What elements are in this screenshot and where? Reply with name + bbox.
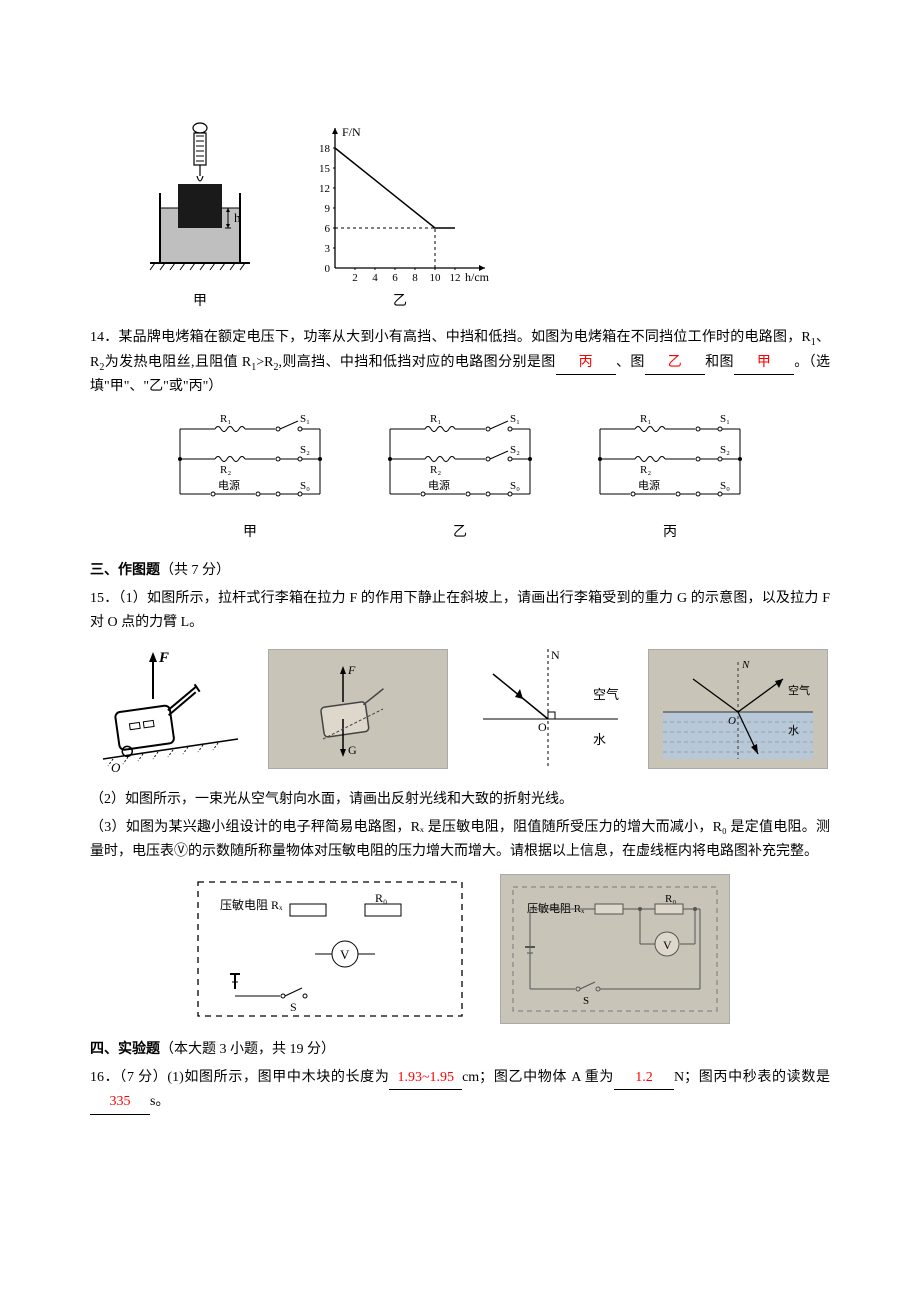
svg-text:S: S: [583, 995, 589, 1007]
svg-text:18: 18: [319, 143, 331, 155]
svg-text:12: 12: [450, 272, 461, 284]
svg-text:6: 6: [325, 223, 331, 235]
svg-text:电源: 电源: [428, 478, 450, 492]
q15-figures-row1: F O F G N O 空气 水: [90, 644, 830, 774]
beaker-diagram: h 甲: [140, 118, 260, 314]
section4-heading: 四、实验题（本大题 3 小题，共 19 分）: [90, 1038, 830, 1062]
svg-text:S₁: S₁: [300, 413, 310, 425]
svg-text:R₁: R₁: [430, 413, 441, 425]
chart-diagram: 0 3 6 9 12 15 18 2 4 6 8 10 12: [300, 118, 500, 314]
q14-t1: 14．某品牌电烤箱在额定电压下，功率从大到小有高挡、中挡和低挡。如图为电烤箱在不…: [90, 330, 811, 345]
svg-text:R₂: R₂: [640, 464, 651, 476]
svg-text:S₁: S₁: [510, 413, 520, 425]
svg-text:S₂: S₂: [510, 444, 520, 456]
q14-answer3: 甲: [734, 351, 794, 376]
svg-text:R₂: R₂: [430, 464, 441, 476]
svg-text:10: 10: [430, 272, 442, 284]
svg-text:空气: 空气: [593, 687, 619, 702]
section4-title: 四、实验题: [90, 1042, 160, 1057]
svg-text:O: O: [111, 760, 121, 774]
circuit-svg-b: R₁ S₁ R₂ S₂ 电源 S₀: [370, 409, 550, 519]
svg-text:R₁: R₁: [640, 413, 651, 425]
svg-text:压敏电阻 Rₓ: 压敏电阻 Rₓ: [220, 897, 283, 912]
q16-answer1: 1.93~1.95: [389, 1066, 462, 1091]
svg-text:V: V: [663, 938, 672, 952]
svg-text:0: 0: [325, 263, 331, 275]
q14-text: 14．某品牌电烤箱在额定电压下，功率从大到小有高挡、中挡和低挡。如图为电烤箱在不…: [90, 326, 830, 399]
svg-text:水: 水: [593, 732, 606, 747]
escale-answer-thumb: 压敏电阻 Rₓ R₀ S V: [500, 874, 730, 1024]
h-label: h: [234, 210, 241, 225]
svg-text:12: 12: [319, 183, 330, 195]
chart-label: 乙: [393, 290, 407, 314]
svg-text:R₁: R₁: [220, 413, 231, 425]
q15-p3: （3）如图为某兴趣小组设计的电子秤简易电路图，Rₓ 是压敏电阻，阻值随所受压力的…: [90, 816, 830, 864]
circuit-svg-a: R₁ S₁ R₂ S₂ 电源 S₀: [160, 409, 340, 519]
svg-text:8: 8: [412, 272, 418, 284]
beaker-label: 甲: [193, 290, 207, 314]
x-axis-label: h/cm: [465, 270, 490, 284]
svg-text:9: 9: [325, 203, 331, 215]
svg-text:水: 水: [788, 724, 799, 737]
svg-text:S₁: S₁: [720, 413, 730, 425]
svg-text:15: 15: [319, 163, 331, 175]
svg-text:O: O: [728, 715, 736, 727]
svg-text:2: 2: [352, 272, 358, 284]
q16-text: 16．（7 分）(1)如图所示，图甲中木块的长度为1.93~1.95cm；图乙中…: [90, 1066, 830, 1116]
svg-text:S₀: S₀: [300, 480, 310, 492]
svg-text:S₀: S₀: [510, 480, 520, 492]
q14-answer1: 丙: [556, 351, 616, 376]
q16-answer3: 335: [90, 1090, 150, 1115]
q14-circuits: R₁ S₁ R₂ S₂ 电源 S₀: [90, 409, 830, 545]
circuit-yi: R₁ S₁ R₂ S₂ 电源 S₀ 乙: [370, 409, 550, 545]
section3-heading: 三、作图题（共 7 分）: [90, 559, 830, 583]
svg-text:S₂: S₂: [300, 444, 310, 456]
svg-text:R₀: R₀: [665, 893, 676, 905]
svg-text:F: F: [158, 650, 169, 666]
svg-text:R₂: R₂: [220, 464, 231, 476]
q13-figures: h 甲 0 3 6 9 12: [140, 118, 830, 314]
y-axis-label: F/N: [342, 125, 361, 139]
svg-text:S₀: S₀: [720, 480, 730, 492]
optics-svg: N O 空气 水: [473, 644, 623, 774]
svg-text:空气: 空气: [788, 683, 810, 697]
svg-text:4: 4: [372, 272, 378, 284]
q16-answer2: 1.2: [614, 1066, 674, 1091]
svg-text:R₀: R₀: [375, 891, 387, 905]
svg-text:N: N: [551, 648, 560, 662]
circuit-bing: R₁ S₁ R₂ S₂ 电源 S₀ 丙: [580, 409, 760, 545]
circuit-label-c: 丙: [663, 521, 677, 545]
svg-text:G: G: [348, 743, 357, 757]
circuit-jia: R₁ S₁ R₂ S₂ 电源 S₀: [160, 409, 340, 545]
q15-p2: （2）如图所示，一束光从空气射向水面，请画出反射光线和大致的折射光线。: [90, 788, 830, 812]
svg-text:S: S: [290, 1000, 297, 1014]
luggage-svg: F O: [93, 644, 243, 774]
section3-title: 三、作图题: [90, 563, 160, 578]
chart-svg: 0 3 6 9 12 15 18 2 4 6 8 10 12: [300, 118, 500, 288]
q15-p1: 15．（1）如图所示，拉杆式行李箱在拉力 F 的作用下静止在斜坡上，请画出行李箱…: [90, 587, 830, 635]
svg-text:N: N: [741, 659, 750, 671]
svg-text:V: V: [340, 947, 350, 962]
luggage-answer-thumb: F G: [268, 649, 448, 769]
q15-circuit-row: 压敏电阻 Rₓ R₀ V S 压敏电阻 Rₓ R₀: [90, 874, 830, 1024]
svg-text:3: 3: [325, 243, 331, 255]
q14-answer2: 乙: [645, 351, 705, 376]
svg-text:6: 6: [392, 272, 398, 284]
svg-text:O: O: [538, 720, 547, 734]
circuit-label-b: 乙: [453, 521, 467, 545]
circuit-svg-c: R₁ S₁ R₂ S₂ 电源 S₀: [580, 409, 760, 519]
escale-svg: 压敏电阻 Rₓ R₀ V S: [190, 874, 470, 1024]
svg-text:压敏电阻 Rₓ: 压敏电阻 Rₓ: [527, 901, 585, 915]
svg-text:F: F: [347, 663, 356, 677]
beaker-svg: h: [140, 118, 260, 288]
svg-text:电源: 电源: [218, 478, 240, 492]
svg-text:S₂: S₂: [720, 444, 730, 456]
optics-answer-thumb: N 空气 水 O: [648, 649, 828, 769]
circuit-label-a: 甲: [243, 521, 257, 545]
svg-text:电源: 电源: [638, 478, 660, 492]
